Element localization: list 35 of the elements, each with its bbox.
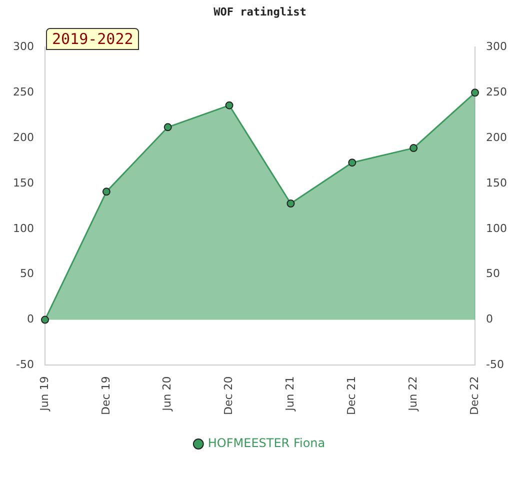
point (225, 101, 234, 110)
x-tick-label: Dec 19 (99, 376, 112, 415)
y-tick-label: 0 (26, 312, 34, 326)
x-tick-label: Jun 21 (284, 376, 297, 412)
y-tick-label: 150 (12, 176, 34, 190)
y2-tick-label: 250 (486, 85, 508, 98)
chart-title: WOF ratinglist (214, 5, 306, 18)
legend-label: HOFMEESTER Fiona (208, 436, 326, 450)
x-tick-label: Jun 22 (406, 376, 420, 412)
y-tick-label: 250 (12, 85, 34, 98)
y2-tick-label: 100 (486, 222, 508, 235)
point (102, 188, 110, 196)
y2-tick-label: -50 (486, 358, 504, 372)
x-tick-label: Dec 21 (345, 376, 358, 415)
point (40, 316, 49, 324)
x-tick-label: Dec 22 (468, 376, 481, 415)
y-tick-label: -50 (16, 358, 34, 372)
point (410, 144, 418, 152)
y2-tick-label: 150 (486, 176, 508, 190)
y-tick-label: 100 (12, 222, 34, 235)
y2-tick-label: 300 (486, 40, 508, 54)
y2-tick-label: 50 (486, 267, 500, 280)
y2-tick-label: 200 (486, 130, 508, 144)
x-tick-label: Jun 20 (160, 376, 174, 412)
x-tick-label: Jun 19 (38, 376, 51, 412)
y-tick-label: 300 (12, 40, 34, 54)
y2-tick-label: 0 (486, 312, 494, 326)
y-tick-label: 50 (20, 267, 34, 280)
annotation: 2019-2022 (46, 28, 140, 50)
y-tick-label: 200 (12, 130, 34, 144)
point (348, 158, 356, 167)
x-tick-label: Dec 20 (222, 376, 236, 415)
point (164, 123, 172, 132)
point (471, 88, 480, 97)
point (286, 199, 295, 208)
